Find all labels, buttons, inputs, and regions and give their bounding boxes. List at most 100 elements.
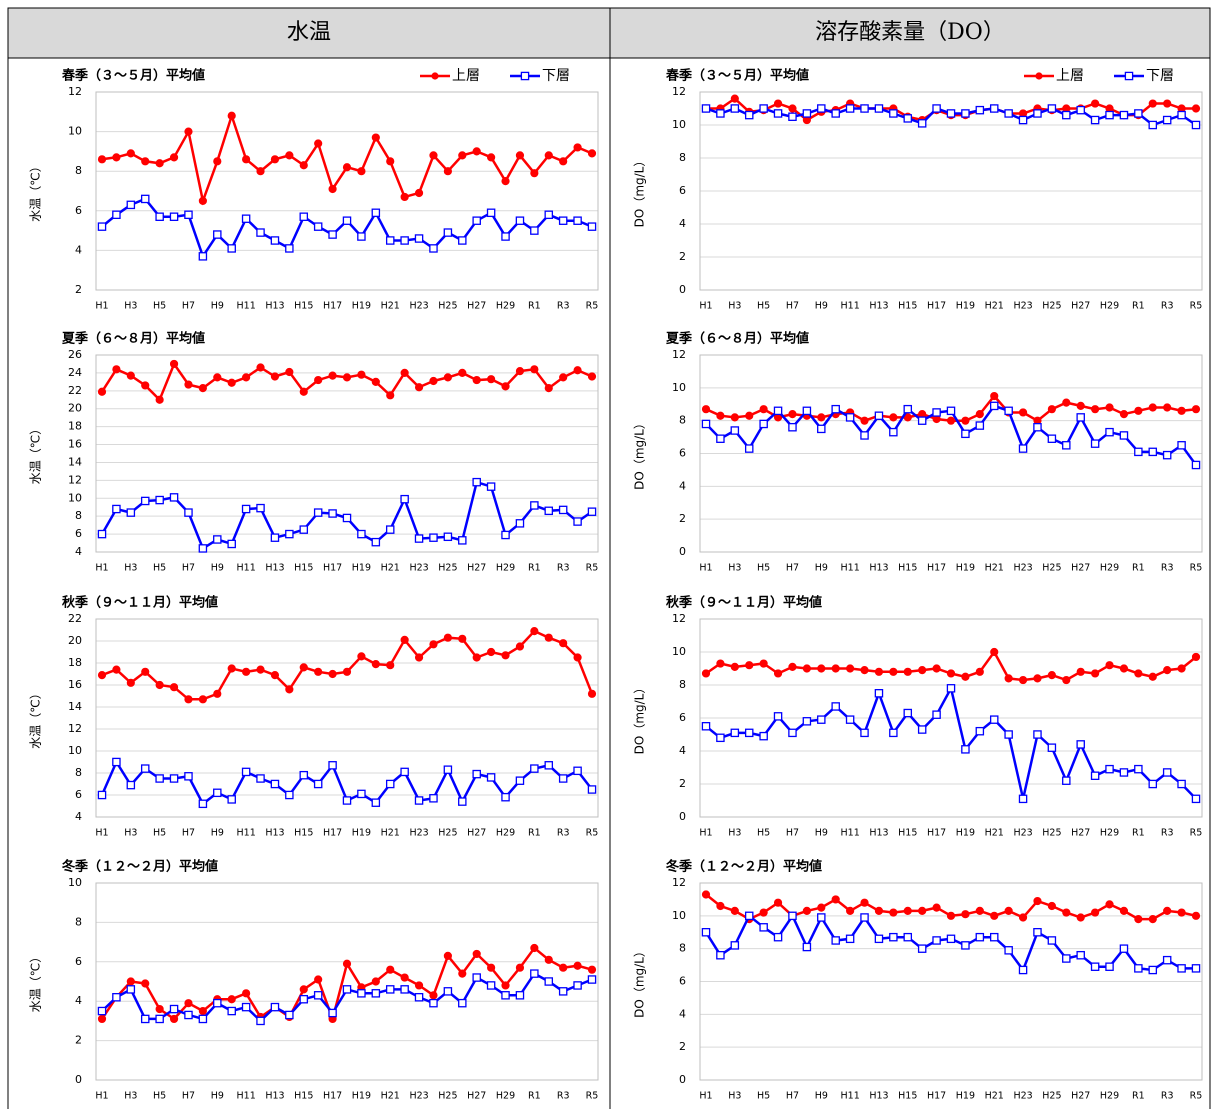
data-point	[313, 991, 323, 1000]
data-point	[530, 969, 539, 978]
data-point	[429, 151, 438, 160]
y-tick-label: 2	[679, 1040, 686, 1053]
data-point	[544, 633, 553, 642]
x-tick-label: H17	[927, 1091, 946, 1102]
data-point	[1091, 405, 1100, 414]
data-point	[701, 669, 711, 678]
data-point	[1119, 110, 1129, 120]
data-point	[400, 985, 409, 994]
data-point	[256, 1016, 265, 1026]
data-point	[256, 167, 265, 176]
x-tick-label: H9	[211, 828, 224, 839]
y-tick-label: 8	[679, 414, 686, 427]
y-tick-label: 26	[68, 348, 82, 361]
y-tick-label: 6	[679, 184, 686, 197]
data-point	[1090, 439, 1100, 448]
data-point	[1134, 764, 1143, 774]
column-header: 水温	[287, 20, 331, 45]
data-point	[126, 371, 135, 380]
y-tick-label: 16	[68, 678, 82, 691]
series-line	[101, 197, 593, 260]
data-point	[917, 119, 927, 128]
x-tick-label: H15	[294, 1091, 313, 1102]
x-tick-label: R5	[1190, 1091, 1203, 1102]
data-point	[1134, 406, 1143, 415]
data-point	[744, 728, 754, 738]
data-point	[558, 774, 568, 783]
data-point	[414, 234, 424, 243]
data-point	[328, 509, 337, 518]
x-tick-label: H9	[211, 301, 224, 312]
data-point	[802, 664, 811, 673]
data-point	[1090, 962, 1100, 971]
x-tick-label: H5	[757, 1091, 770, 1102]
data-point	[573, 766, 582, 776]
y-tick-label: 6	[75, 955, 82, 968]
x-tick-label: R3	[557, 828, 570, 839]
x-tick-label: H17	[323, 301, 342, 312]
y-tick-label: 12	[68, 722, 82, 735]
data-point	[559, 373, 568, 382]
data-point	[802, 942, 812, 952]
data-point	[169, 212, 179, 221]
data-point	[573, 517, 582, 526]
y-tick-label: 0	[679, 283, 686, 296]
data-point	[443, 987, 453, 996]
data-point	[486, 981, 496, 990]
x-tick-label: H15	[898, 563, 917, 574]
data-point	[1062, 441, 1071, 450]
data-point	[285, 685, 294, 694]
data-point	[788, 662, 797, 671]
data-point	[558, 505, 568, 515]
data-point	[1134, 964, 1143, 973]
x-tick-label: H7	[182, 563, 195, 574]
data-point	[126, 977, 135, 986]
data-point	[443, 373, 452, 382]
x-tick-label: H29	[1100, 563, 1119, 574]
data-point	[227, 111, 236, 120]
data-point	[328, 230, 337, 239]
data-point	[371, 133, 380, 142]
data-point	[1033, 422, 1042, 432]
x-tick-label: H29	[1100, 301, 1119, 312]
data-point	[860, 728, 869, 738]
x-tick-label: H27	[1071, 301, 1090, 312]
x-tick-label: H1	[699, 828, 712, 839]
data-point	[730, 906, 739, 916]
data-point	[429, 794, 438, 803]
data-point	[975, 906, 984, 916]
data-point	[1018, 408, 1028, 417]
x-tick-label: H23	[1013, 563, 1032, 574]
data-point	[730, 728, 740, 738]
x-tick-label: H11	[237, 301, 256, 312]
data-point	[414, 796, 424, 805]
data-point	[140, 496, 150, 506]
y-tick-label: 10	[68, 876, 82, 889]
data-point	[975, 410, 984, 419]
x-tick-label: H5	[757, 563, 770, 574]
data-point	[299, 212, 309, 221]
data-point	[1018, 794, 1028, 804]
data-point	[946, 934, 956, 944]
data-point	[227, 664, 236, 673]
data-point	[169, 153, 179, 162]
y-tick-label: 12	[672, 876, 686, 889]
data-point	[227, 995, 236, 1004]
x-tick-label: H21	[381, 828, 400, 839]
data-point	[299, 994, 309, 1004]
data-point	[371, 660, 380, 669]
data-point	[126, 508, 136, 517]
data-point	[730, 941, 740, 950]
y-tick-label: 12	[672, 612, 686, 625]
data-point	[1076, 105, 1085, 115]
chart-title: 夏季（６～８月）平均値	[61, 331, 205, 347]
data-point	[213, 157, 222, 166]
data-point	[357, 529, 366, 539]
data-point	[744, 444, 754, 453]
data-point	[946, 109, 956, 118]
data-point	[155, 159, 164, 168]
x-tick-label: H3	[728, 563, 741, 574]
y-tick-label: 8	[679, 678, 686, 691]
data-point	[1091, 99, 1100, 108]
